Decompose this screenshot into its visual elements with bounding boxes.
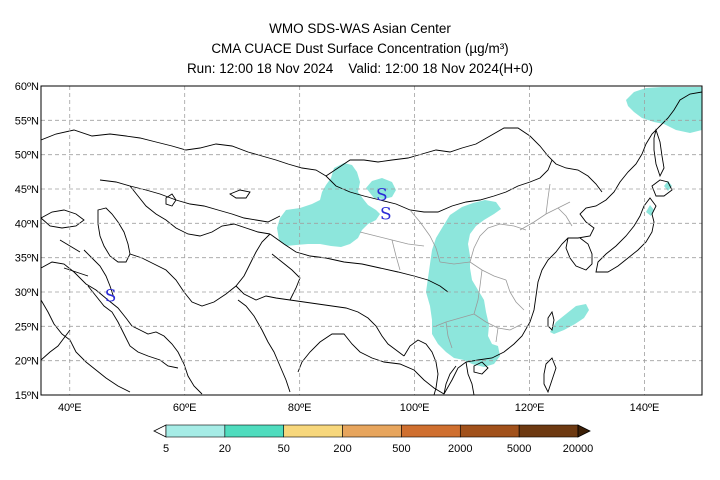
border-iraq-iran — [59, 239, 115, 299]
lat-label: 35ºN — [15, 253, 39, 265]
colorbar-segment — [518, 424, 579, 438]
colorbar-segment — [283, 424, 343, 438]
dust-storm-marker: S — [380, 205, 392, 225]
province-lines — [359, 183, 573, 349]
map-frame — [40, 85, 703, 396]
coastline-philippines — [543, 357, 557, 394]
title-block: WMO SDS-WAS Asian Center CMA CUACE Dust … — [0, 0, 720, 80]
colorbar-segment — [165, 424, 226, 438]
dust-area-xinjiang — [277, 163, 380, 247]
colorbar-segment — [224, 424, 285, 438]
lon-label: 80ºE — [288, 402, 312, 414]
colorbar-low-arrow — [153, 424, 167, 438]
border-china-tibet — [269, 233, 449, 293]
dust-area-east-china — [426, 200, 501, 367]
lon-label: 100ºE — [400, 402, 430, 414]
border-central-asia — [129, 185, 271, 237]
dust-concentration-areas — [277, 87, 702, 367]
lat-label: 25ºN — [15, 321, 39, 333]
lon-label: 140ºE — [630, 402, 660, 414]
map-run-valid: Run: 12:00 18 Nov 2024 Valid: 12:00 18 N… — [0, 61, 720, 76]
colorbar-tick-label: 2000 — [448, 443, 472, 455]
lat-label: 20ºN — [15, 356, 39, 368]
lon-label: 120ºE — [515, 402, 545, 414]
coastline-japan — [595, 197, 657, 273]
dust-area-taiwan — [550, 304, 589, 334]
border-iran-afghanistan — [129, 233, 271, 307]
dust-area-japan — [646, 205, 654, 216]
border-southeast-asia — [403, 339, 475, 395]
coastline-taiwan — [547, 310, 555, 331]
lat-label: 30ºN — [15, 287, 39, 299]
colorbar-tick-label: 500 — [392, 443, 410, 455]
dust-area-gobi — [366, 178, 396, 199]
dust-storm-marker: S — [376, 185, 388, 205]
colorbar: 5 20 50 200 500 2000 5000 20000 — [153, 424, 594, 455]
colorbar-segment — [401, 424, 461, 438]
lat-label: 60ºN — [15, 81, 39, 93]
coastline-hokkaido — [651, 179, 673, 197]
coastline-sakhalin — [653, 128, 665, 178]
aral-sea — [165, 193, 177, 207]
valid-time: Valid: 12:00 18 Nov 2024(H+0) — [348, 61, 534, 76]
coastlines-and-borders — [41, 91, 702, 395]
coastline-asia — [41, 91, 702, 395]
colorbar-high-arrow — [577, 424, 591, 438]
colorbar-tick-label: 200 — [333, 443, 351, 455]
lat-label: 55ºN — [15, 115, 39, 127]
colorbar-segment — [459, 424, 520, 438]
border-kazakhstan-south — [99, 179, 281, 223]
border-russia-kazakhstan — [41, 127, 603, 193]
black-sea — [41, 209, 85, 229]
province-borders — [359, 183, 573, 349]
run-time: Run: 12:00 18 Nov 2024 — [186, 61, 334, 76]
lat-lon-grid — [41, 86, 702, 395]
dust-area-sakhalin-coast — [664, 181, 672, 191]
lon-label: 40ºE — [58, 402, 82, 414]
coastline-hainan — [473, 361, 489, 375]
lat-label: 45ºN — [15, 184, 39, 196]
lake-balkhash — [229, 189, 251, 199]
border-mongolia — [325, 159, 553, 213]
map-product: CMA CUACE Dust Surface Concentration (µg… — [211, 41, 509, 56]
lat-label: 50ºN — [15, 150, 39, 162]
colorbar-tick-label: 50 — [278, 443, 290, 455]
dust-storm-markers: SSS — [105, 185, 392, 306]
lat-label: 15ºN — [15, 390, 39, 402]
colorbar-segment — [342, 424, 402, 438]
lon-label: 60ºE — [173, 402, 197, 414]
latitude-labels: 60ºN 55ºN 50ºN 45ºN 40ºN 35ºN 30ºN 25ºN 20ºN 15ºN — [15, 81, 39, 402]
caspian-sea — [97, 207, 131, 263]
dust-storm-marker: S — [105, 286, 117, 306]
coastline-korea — [565, 237, 593, 271]
longitude-labels: 40ºE 60ºE 80ºE 100ºE 120ºE 140ºE — [58, 402, 659, 414]
colorbar-tick-label: 5 — [163, 443, 169, 455]
colorbar-tick-label: 20 — [219, 443, 231, 455]
map-title: WMO SDS-WAS Asian Center — [269, 21, 451, 36]
border-india — [235, 253, 405, 357]
lat-label: 40ºN — [15, 218, 39, 230]
colorbar-tick-label: 5000 — [507, 443, 531, 455]
colorbar-tick-label: 20000 — [563, 443, 594, 455]
